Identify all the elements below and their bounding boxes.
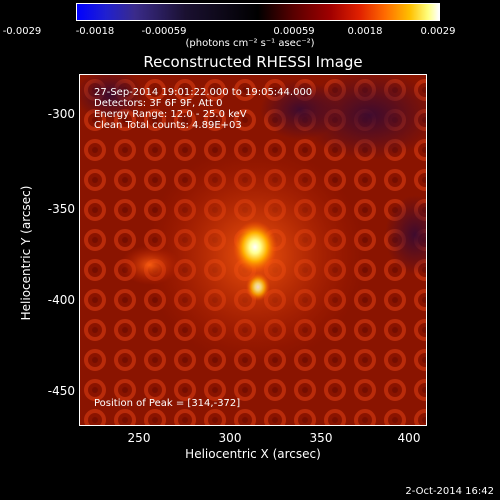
- colorbar-tick: 0.0029: [420, 26, 456, 37]
- peak-position-label: Position of Peak = [314,-372]: [94, 398, 241, 409]
- y-tick-label: -300: [47, 107, 75, 121]
- image-title: Reconstructed RHESSI Image: [143, 53, 363, 71]
- colorbar-tick: -0.00059: [141, 26, 187, 37]
- y-tick-label: -350: [47, 202, 75, 216]
- colorbar-tick: -0.0029: [2, 26, 42, 37]
- y-axis-label: Heliocentric Y (arcsec): [19, 185, 33, 321]
- y-axis-ticks: -300 -350 -400 -450: [30, 0, 75, 500]
- y-tick-label: -400: [47, 293, 75, 307]
- info-line-counts: Clean Total counts: 4.89E+03: [94, 120, 242, 131]
- info-line-detectors: Detectors: 3F 6F 9F, Att 0: [94, 98, 223, 109]
- footer-date: 2-Oct-2014 16:42: [405, 486, 494, 497]
- colorbar-tick: -0.0018: [75, 26, 115, 37]
- rhessi-image-plot: 27-Sep-2014 19:01:22.000 to 19:05:44.000…: [79, 74, 427, 426]
- x-tick-label: 350: [309, 431, 333, 445]
- info-line-energy: Energy Range: 12.0 - 25.0 keV: [94, 109, 247, 120]
- colorbar-tick: 0.0018: [347, 26, 383, 37]
- y-tick-label: -450: [47, 384, 75, 398]
- colorbar: [76, 3, 440, 21]
- x-tick-label: 250: [127, 431, 151, 445]
- colorbar-tick: 0.00059: [273, 26, 315, 37]
- rhessi-image: [80, 75, 426, 425]
- x-tick-label: 300: [218, 431, 242, 445]
- x-tick-label: 400: [397, 431, 421, 445]
- info-line-time: 27-Sep-2014 19:01:22.000 to 19:05:44.000: [94, 87, 313, 98]
- colorbar-unit-label: (photons cm⁻² s⁻¹ asec⁻²): [185, 38, 315, 49]
- x-axis-label: Heliocentric X (arcsec): [185, 447, 321, 461]
